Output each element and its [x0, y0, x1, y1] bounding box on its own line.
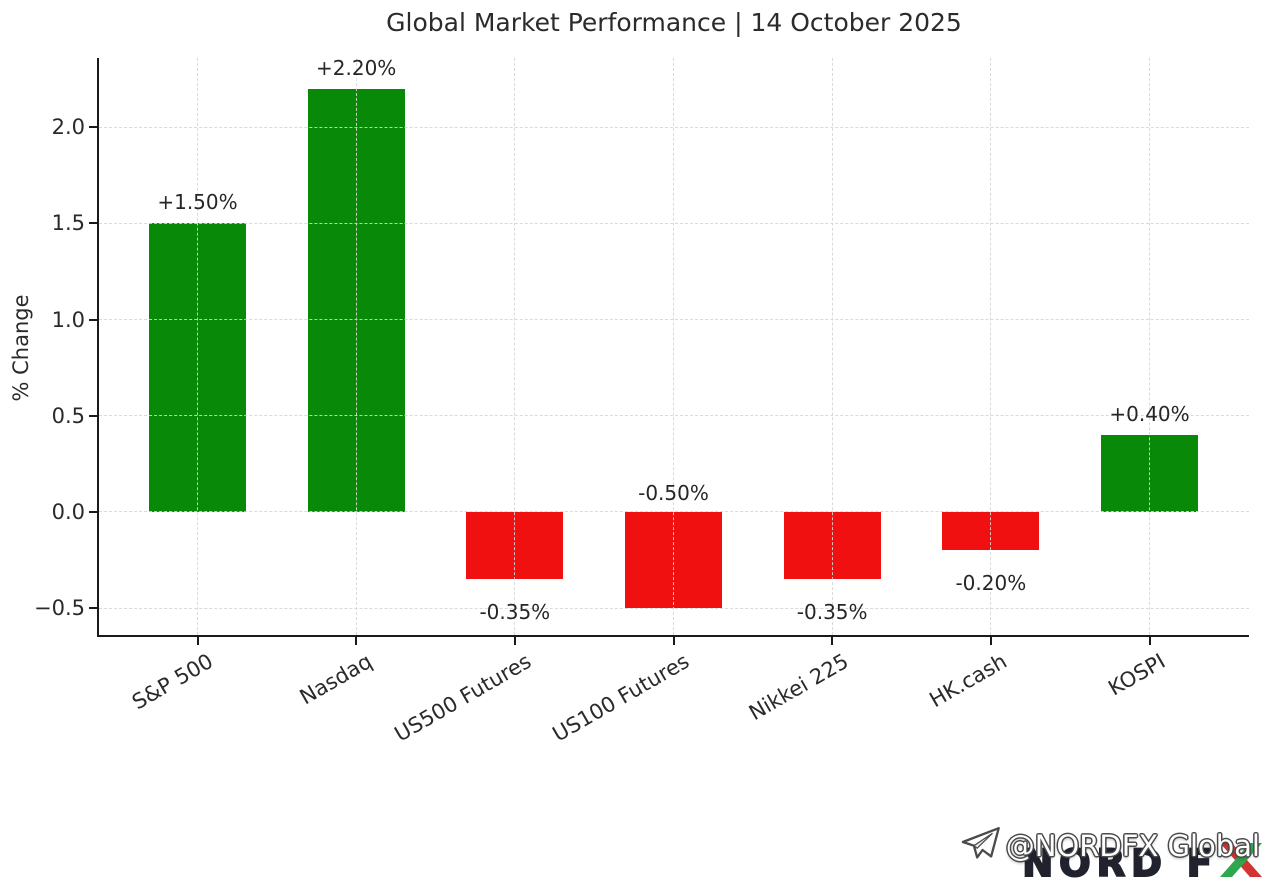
telegram-plane-icon: [961, 826, 1001, 866]
y-tick: [89, 126, 98, 129]
x-tick-label: S&P 500: [128, 649, 218, 715]
gridline-horizontal: [99, 126, 1249, 128]
y-tick-label: 0.0: [51, 499, 85, 524]
gridline-horizontal: [99, 415, 1249, 417]
bar-value-label: -0.35%: [479, 600, 551, 625]
y-tick: [89, 222, 98, 225]
gridline-vertical: [514, 58, 516, 635]
bar-value-label: -0.20%: [955, 571, 1027, 596]
x-tick: [196, 637, 199, 645]
y-tick-label: 1.5: [51, 211, 85, 236]
gridline-horizontal: [99, 511, 1249, 513]
bar-value-label: +0.40%: [1109, 401, 1190, 426]
gridline-vertical: [990, 58, 992, 635]
gridline-horizontal: [99, 222, 1249, 224]
bar-value-label: -0.35%: [796, 600, 868, 625]
x-tick-label: Nikkei 225: [744, 649, 853, 726]
chart-title: Global Market Performance | 14 October 2…: [386, 8, 962, 37]
x-tick: [672, 637, 675, 645]
y-tick-label: 0.5: [51, 403, 85, 428]
x-tick: [831, 637, 834, 645]
y-tick: [89, 414, 98, 417]
nordfx-logo-x-icon: [1220, 843, 1262, 881]
nordfx-logo-text: NORD F: [1021, 842, 1218, 885]
y-tick-label: 2.0: [51, 115, 85, 140]
gridline-vertical: [355, 58, 357, 635]
y-tick: [89, 510, 98, 513]
x-tick: [989, 637, 992, 645]
y-tick: [89, 318, 98, 321]
x-tick: [1148, 637, 1151, 645]
x-tick-label: Nasdaq: [295, 649, 377, 710]
y-tick: [89, 607, 98, 610]
x-tick-label: KOSPI: [1104, 649, 1170, 701]
y-tick-label: 1.0: [51, 307, 85, 332]
bar-value-label: -0.50%: [638, 480, 709, 505]
x-tick: [355, 637, 358, 645]
y-tick-label: −0.5: [34, 596, 85, 621]
gridline-vertical: [1149, 58, 1151, 635]
y-axis-line: [97, 58, 99, 637]
watermark-handle-text: @NORDFX Global: [1005, 829, 1260, 863]
x-tick-label: US100 Futures: [548, 649, 694, 747]
x-axis-line: [97, 635, 1249, 637]
gridline-vertical: [831, 58, 833, 635]
bar-value-label: +1.50%: [157, 190, 238, 215]
gridline-vertical: [673, 58, 674, 635]
nordfx-logo: NORD F: [1021, 842, 1262, 885]
gridline-horizontal: [99, 319, 1249, 321]
x-tick-label: HK.cash: [925, 649, 1011, 713]
gridline-vertical: [197, 58, 198, 635]
x-tick: [513, 637, 516, 645]
bar-value-label: +2.20%: [316, 55, 397, 80]
x-tick-label: US500 Futures: [390, 649, 535, 747]
watermark-handle: @NORDFX Global: [961, 826, 1260, 866]
gridline-horizontal: [99, 607, 1249, 609]
